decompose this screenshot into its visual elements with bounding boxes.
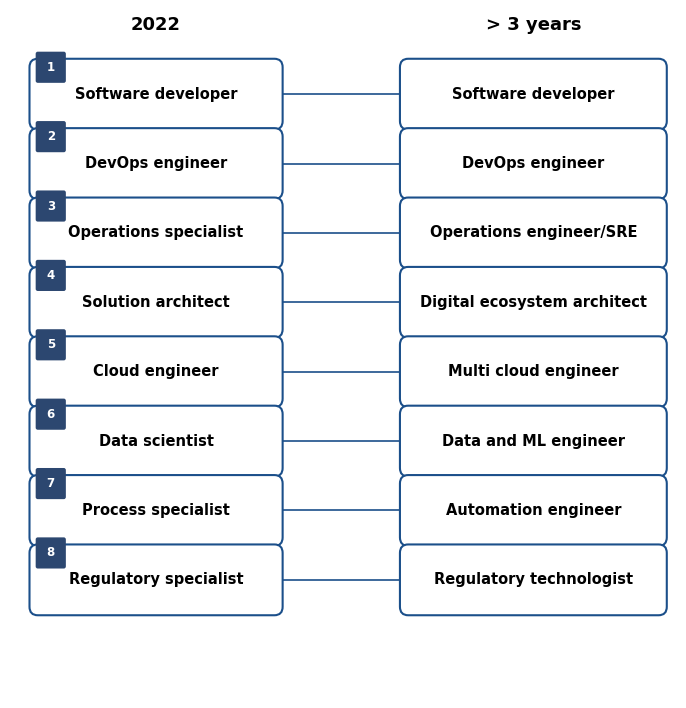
FancyBboxPatch shape — [29, 198, 283, 268]
Text: Solution architect: Solution architect — [82, 295, 230, 310]
FancyBboxPatch shape — [36, 537, 66, 569]
FancyBboxPatch shape — [400, 544, 667, 615]
Text: 5: 5 — [47, 338, 55, 351]
Text: Multi cloud engineer: Multi cloud engineer — [448, 364, 619, 379]
FancyBboxPatch shape — [29, 267, 283, 338]
FancyBboxPatch shape — [29, 475, 283, 546]
FancyBboxPatch shape — [400, 59, 667, 130]
Text: 3: 3 — [47, 200, 55, 212]
FancyBboxPatch shape — [29, 544, 283, 615]
FancyBboxPatch shape — [400, 336, 667, 407]
FancyBboxPatch shape — [29, 336, 283, 407]
FancyBboxPatch shape — [36, 399, 66, 430]
Text: Data scientist: Data scientist — [99, 433, 213, 449]
Text: Software developer: Software developer — [75, 86, 237, 102]
Text: Operations engineer/SRE: Operations engineer/SRE — [429, 225, 637, 241]
Text: 7: 7 — [47, 477, 55, 490]
FancyBboxPatch shape — [36, 468, 66, 499]
FancyBboxPatch shape — [36, 121, 66, 152]
FancyBboxPatch shape — [29, 128, 283, 199]
FancyBboxPatch shape — [36, 52, 66, 83]
FancyBboxPatch shape — [400, 267, 667, 338]
Text: Software developer: Software developer — [452, 86, 615, 102]
Text: 2: 2 — [47, 130, 55, 143]
Text: Automation engineer: Automation engineer — [446, 503, 621, 518]
FancyBboxPatch shape — [400, 128, 667, 199]
Text: 6: 6 — [47, 408, 55, 421]
Text: Operations specialist: Operations specialist — [69, 225, 244, 241]
Text: Process specialist: Process specialist — [82, 503, 230, 518]
FancyBboxPatch shape — [36, 260, 66, 291]
FancyBboxPatch shape — [29, 59, 283, 130]
Text: 4: 4 — [47, 269, 55, 282]
Text: Regulatory technologist: Regulatory technologist — [434, 572, 633, 588]
FancyBboxPatch shape — [400, 475, 667, 546]
Text: 8: 8 — [47, 547, 55, 559]
FancyBboxPatch shape — [36, 329, 66, 360]
Text: DevOps engineer: DevOps engineer — [462, 156, 604, 171]
Text: Regulatory specialist: Regulatory specialist — [69, 572, 244, 588]
Text: 1: 1 — [47, 61, 55, 74]
FancyBboxPatch shape — [29, 406, 283, 476]
Text: Data and ML engineer: Data and ML engineer — [442, 433, 625, 449]
FancyBboxPatch shape — [36, 190, 66, 222]
Text: DevOps engineer: DevOps engineer — [85, 156, 227, 171]
Text: 2022: 2022 — [131, 16, 181, 34]
FancyBboxPatch shape — [400, 406, 667, 476]
Text: Digital ecosystem architect: Digital ecosystem architect — [420, 295, 647, 310]
Text: > 3 years: > 3 years — [486, 16, 581, 34]
FancyBboxPatch shape — [400, 198, 667, 268]
Text: Cloud engineer: Cloud engineer — [93, 364, 219, 379]
